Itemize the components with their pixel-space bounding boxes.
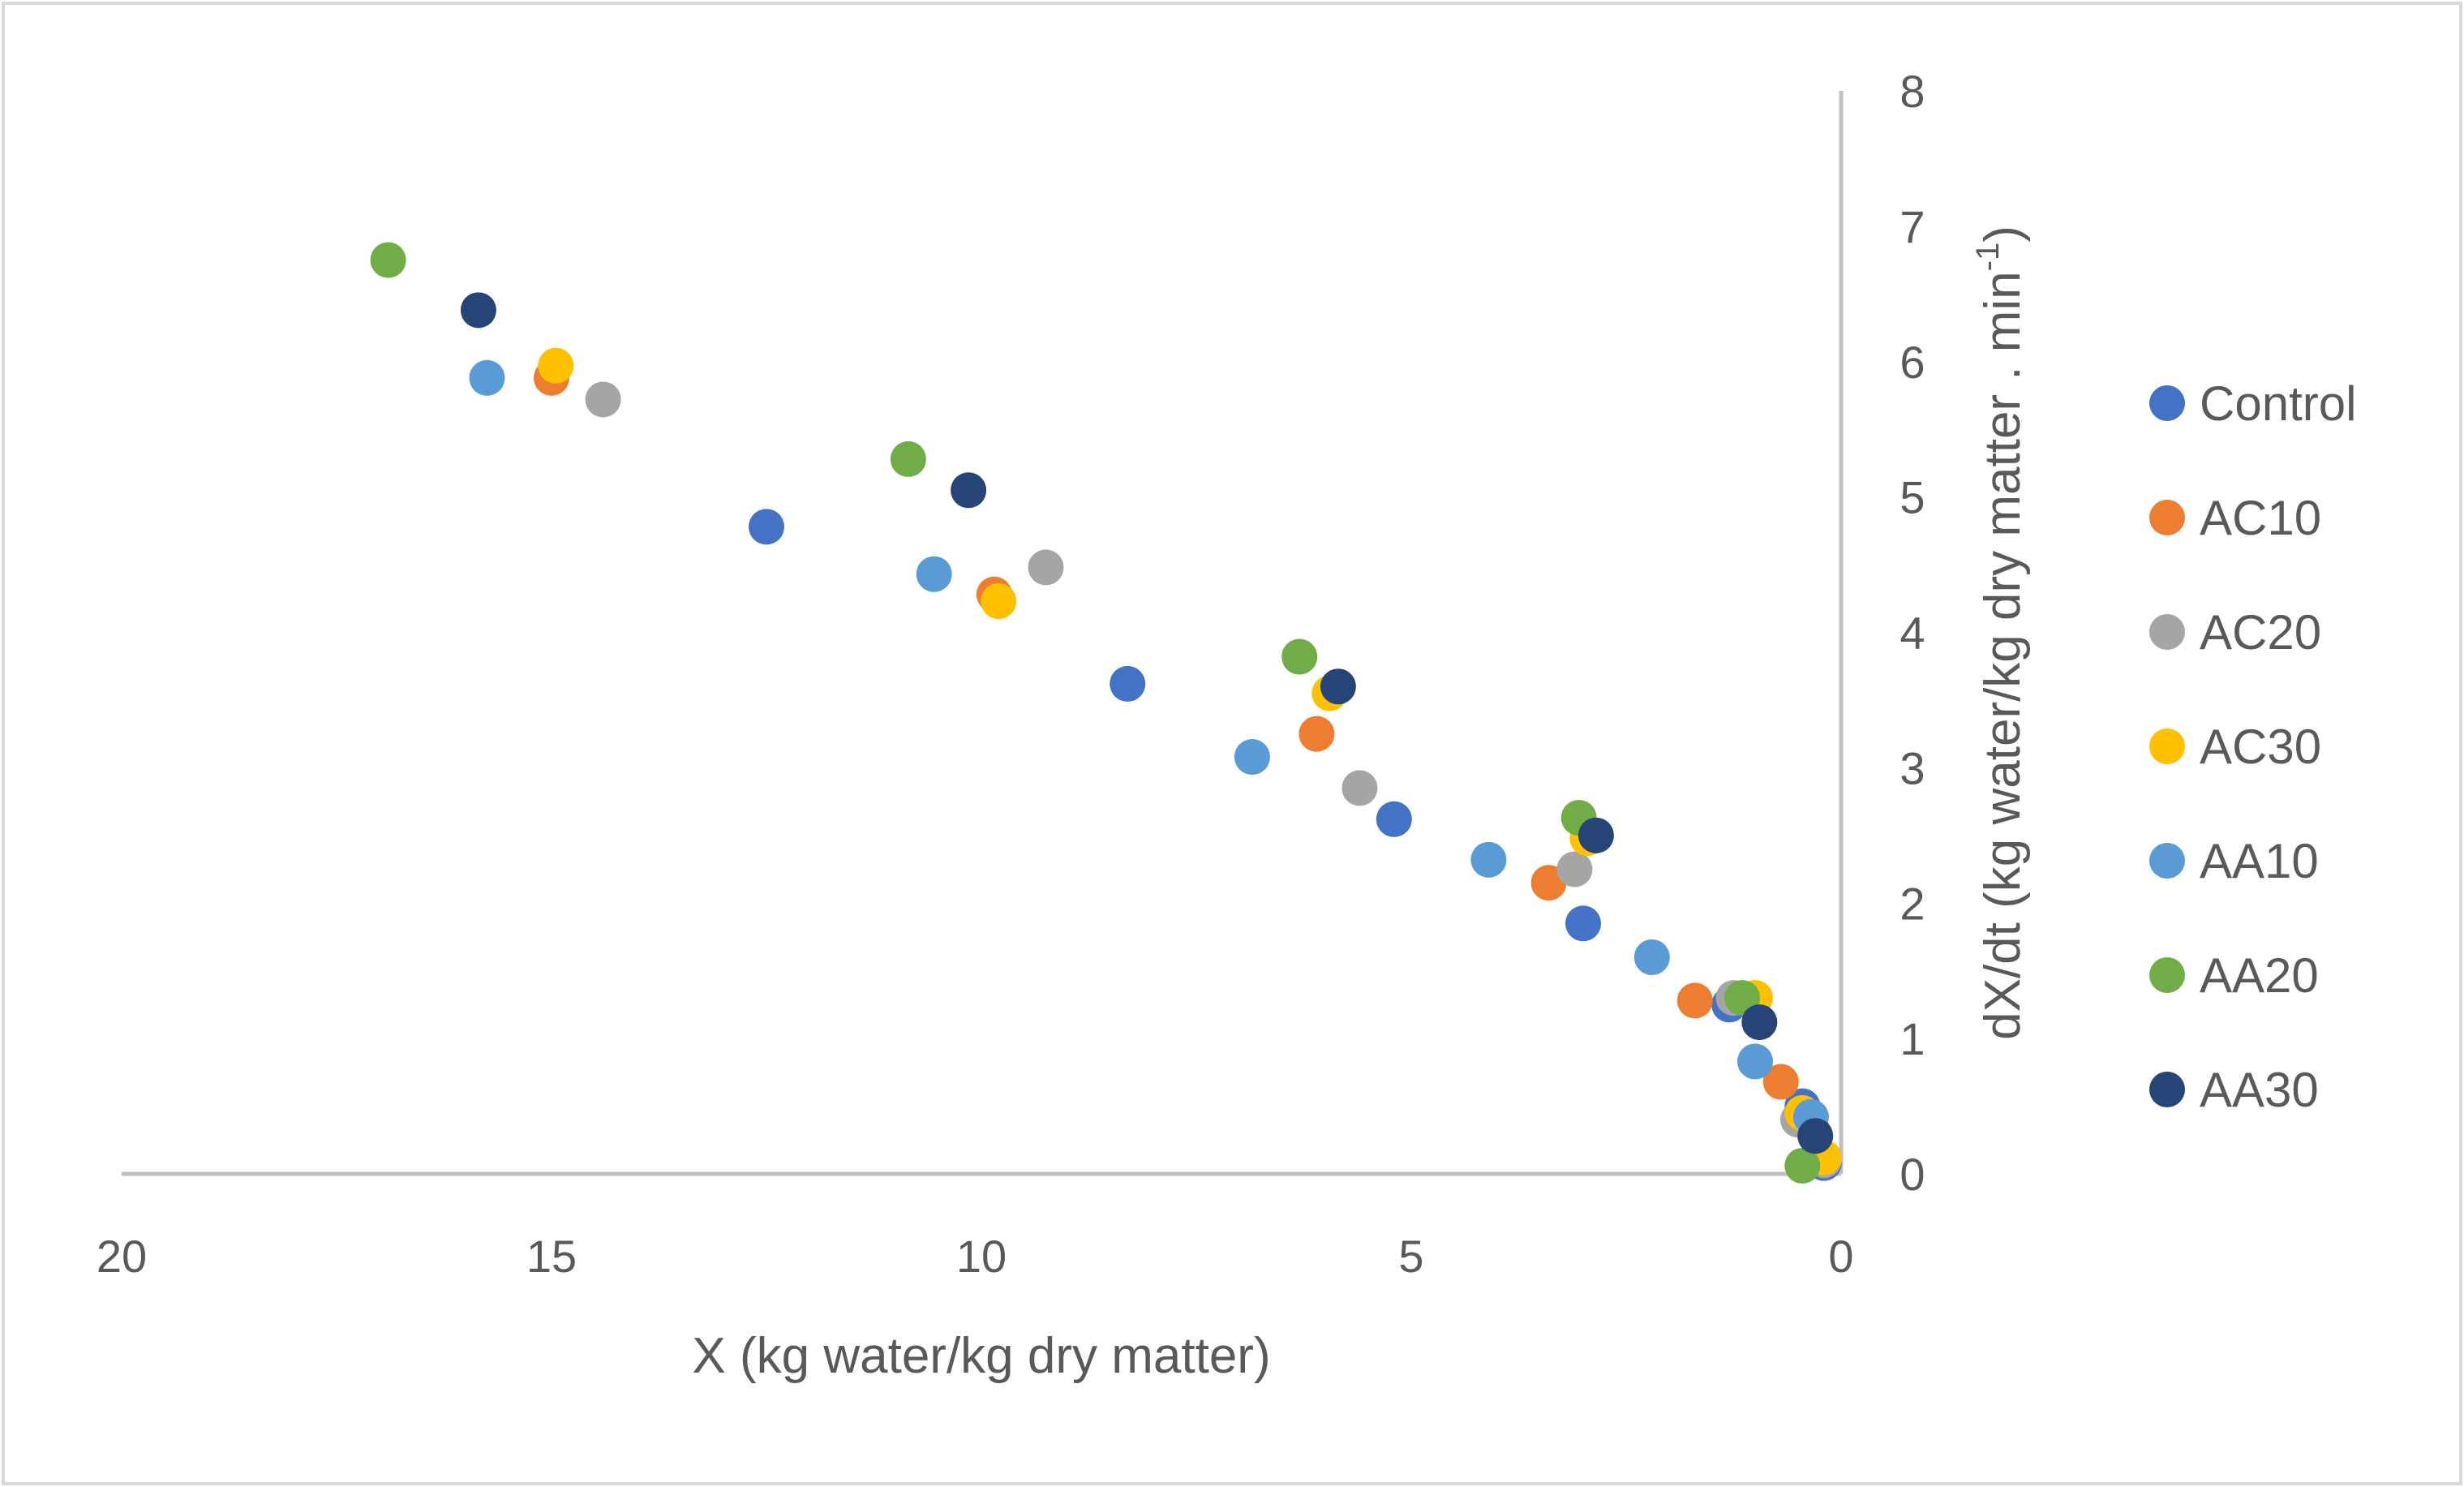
y-axis-title-main: dX/dt (kg water/kg dry matter . min bbox=[1975, 271, 2031, 1040]
data-point-ac10 bbox=[1762, 1064, 1799, 1100]
data-point-ac10 bbox=[1299, 716, 1335, 752]
x-axis-title: X (kg water/kg dry matter) bbox=[692, 1328, 1270, 1384]
data-point-aa20 bbox=[890, 441, 926, 477]
data-points bbox=[370, 242, 1842, 1184]
legend-label-ac20: AC20 bbox=[2200, 605, 2321, 660]
data-point-aa10 bbox=[916, 556, 952, 592]
data-point-aa10 bbox=[1470, 841, 1507, 878]
data-point-aa20 bbox=[370, 242, 406, 278]
data-point-aa30 bbox=[951, 472, 987, 509]
legend-marker-ac10 bbox=[2149, 500, 2185, 535]
data-point-aa20 bbox=[1784, 1147, 1821, 1184]
legend-label-ac30: AC30 bbox=[2200, 720, 2321, 774]
y-tick-label: 0 bbox=[1900, 1149, 1925, 1200]
y-tick-label: 8 bbox=[1900, 66, 1925, 117]
x-tick-label: 5 bbox=[1398, 1231, 1423, 1282]
legend-marker-aa10 bbox=[2149, 843, 2185, 879]
legend-marker-ac20 bbox=[2149, 614, 2185, 650]
data-point-control bbox=[1565, 905, 1601, 942]
y-tick-labels: 0 1 2 3 4 5 6 7 8 bbox=[1900, 66, 1925, 1200]
legend-label-aa30: AA30 bbox=[2200, 1063, 2319, 1117]
legend-marker-ac30 bbox=[2149, 728, 2185, 764]
legend-marker-aa20 bbox=[2149, 957, 2185, 993]
data-point-aa20 bbox=[1281, 638, 1318, 675]
data-point-aa30 bbox=[1320, 668, 1356, 705]
data-point-ac20 bbox=[1028, 549, 1064, 586]
x-tick-label: 15 bbox=[526, 1231, 577, 1282]
data-point-ac20 bbox=[1341, 770, 1378, 806]
data-point-aa10 bbox=[1737, 1043, 1773, 1080]
data-point-aa30 bbox=[1578, 817, 1614, 853]
legend-label-control: Control bbox=[2200, 376, 2356, 431]
data-point-ac30 bbox=[981, 583, 1017, 620]
data-point-aa10 bbox=[1633, 939, 1670, 975]
data-point-ac10 bbox=[1676, 982, 1713, 1019]
legend-label-aa10: AA10 bbox=[2200, 834, 2319, 888]
y-axis-title-end: ) bbox=[1975, 226, 2031, 243]
legend-label-ac10: AC10 bbox=[2200, 491, 2321, 545]
data-point-ac20 bbox=[585, 381, 621, 418]
x-tick-label: 10 bbox=[956, 1231, 1007, 1282]
data-point-aa30 bbox=[1797, 1118, 1834, 1154]
y-tick-label: 1 bbox=[1900, 1013, 1925, 1064]
y-axis-title: dX/dt (kg water/kg dry matter . min-1) bbox=[1970, 226, 2031, 1040]
data-point-aa30 bbox=[460, 292, 496, 329]
data-point-aa30 bbox=[1741, 1004, 1778, 1041]
data-point-ac20 bbox=[1556, 851, 1593, 887]
legend-marker-control bbox=[2149, 385, 2185, 421]
legend-marker-aa30 bbox=[2149, 1072, 2185, 1107]
y-tick-label: 4 bbox=[1900, 608, 1925, 659]
legend: Control AC10 AC20 AC30 AA10 AA20 AA30 bbox=[2149, 376, 2356, 1117]
y-axis-title-superscript: -1 bbox=[1970, 243, 2006, 272]
x-tick-labels: 20 15 10 5 0 bbox=[97, 1231, 1854, 1282]
data-point-aa10 bbox=[1234, 739, 1270, 776]
y-tick-label: 6 bbox=[1900, 337, 1925, 388]
legend-label-aa20: AA20 bbox=[2200, 948, 2319, 1003]
y-tick-label: 7 bbox=[1900, 201, 1925, 252]
y-tick-label: 3 bbox=[1900, 742, 1925, 793]
x-tick-label: 20 bbox=[97, 1231, 147, 1282]
data-point-control bbox=[749, 509, 784, 545]
x-tick-label: 0 bbox=[1828, 1231, 1853, 1282]
data-point-ac30 bbox=[538, 347, 574, 384]
data-point-control bbox=[1110, 665, 1146, 702]
y-tick-label: 2 bbox=[1900, 878, 1925, 929]
data-point-aa10 bbox=[469, 359, 505, 396]
data-point-control bbox=[1376, 801, 1412, 837]
y-tick-label: 5 bbox=[1900, 472, 1925, 523]
